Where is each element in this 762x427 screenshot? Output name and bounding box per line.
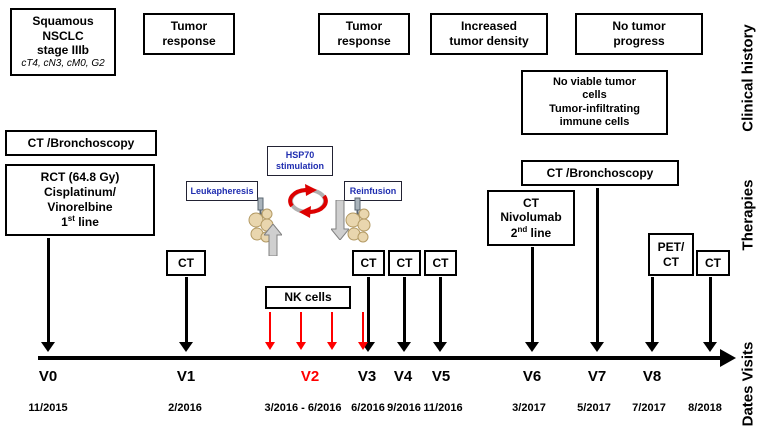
red-down-arrow-nk-1 [263, 312, 277, 350]
diagnosis-box: Squamous NSCLC stage IIIb cT4, cN3, cM0,… [10, 8, 116, 76]
tumor-response-box-2: Tumor response [318, 13, 410, 55]
gray-up-arrow-icon [264, 224, 282, 256]
box-line: CT [178, 255, 194, 270]
box-line: response [337, 34, 391, 48]
date-label: 11/2016 [423, 402, 463, 414]
red-down-arrow-nk-4 [356, 312, 370, 350]
box-line: HSP70 [285, 150, 315, 161]
down-arrow-final-ct [703, 277, 717, 352]
box-line: Tumor [170, 19, 208, 34]
diagnosis-line: stage IIIb [36, 43, 89, 58]
box-line: CT /Bronchoscopy [546, 165, 654, 180]
date-label: 5/2017 [577, 402, 611, 414]
down-arrow-v8 [645, 277, 659, 352]
visit-label-v0: V0 [38, 368, 58, 385]
ct-bronchoscopy-box-right: CT /Bronchoscopy [521, 160, 679, 186]
date-label: 3/2016 - 6/2016 [264, 402, 342, 414]
down-arrow-v1 [179, 277, 193, 352]
box-line: Reinfusion [349, 185, 397, 196]
box-line: RCT (64.8 Gy) [40, 170, 120, 185]
down-arrow-v5 [433, 277, 447, 352]
section-label-clinical-history: Clinical history [739, 24, 757, 132]
box-line: Leukapheresis [190, 185, 254, 196]
tumor-response-box-1: Tumor response [143, 13, 235, 55]
red-down-arrow-nk-2 [294, 312, 308, 350]
red-down-arrow-nk-3 [325, 312, 339, 350]
date-label: 6/2016 [351, 402, 385, 414]
box-line: Tumor [345, 19, 383, 34]
box-line: CT /Bronchoscopy [27, 135, 135, 150]
gray-down-arrow-icon [331, 200, 349, 240]
rct-chemo-box: RCT (64.8 Gy) Cisplatinum/ Vinorelbine 1… [5, 164, 155, 236]
box-line: stimulation [275, 161, 324, 171]
visit-label-v3: V3 [357, 368, 377, 385]
box-line: Nivolumab [500, 210, 562, 225]
down-arrow-v0 [41, 238, 55, 352]
visit-label-v2: V2 [300, 368, 320, 385]
box-line: Tumor-infiltrating [549, 102, 640, 115]
box-line: Vinorelbine [47, 199, 113, 214]
reinfusion-box: Reinfusion [344, 181, 402, 201]
ct-box-v4: CT [388, 250, 421, 276]
date-label: 11/2015 [28, 402, 68, 414]
diagnosis-line: NSCLC [42, 28, 84, 43]
date-label: 3/2017 [512, 402, 546, 414]
box-line: CT [705, 255, 721, 270]
date-label: 9/2016 [387, 402, 421, 414]
timeline-arrowhead-icon [720, 349, 736, 367]
box-line: immune cells [559, 115, 630, 128]
down-arrow-v7 [590, 188, 604, 352]
cycle-arrows-icon [288, 184, 328, 218]
down-arrow-v6 [525, 247, 539, 352]
hsp70-stimulation-box: HSP70 stimulation [267, 146, 333, 176]
box-line: response [162, 34, 216, 48]
box-line: progress [613, 34, 665, 48]
diagnosis-tnm: cT4, cN3, cM0, G2 [21, 57, 105, 69]
no-viable-tumor-box: No viable tumor cells Tumor-infiltrating… [521, 70, 668, 135]
ct-box-final: CT [696, 250, 730, 276]
ct-box-v3: CT [352, 250, 385, 276]
box-line: Increased [460, 19, 518, 34]
date-label: 7/2017 [632, 402, 666, 414]
box-line: No viable tumor [552, 75, 637, 88]
date-label: 2/2016 [168, 402, 202, 414]
down-arrow-v4 [397, 277, 411, 352]
no-tumor-progress-box: No tumor progress [575, 13, 703, 55]
box-line: cells [582, 89, 607, 102]
box-line: CT [360, 255, 377, 270]
visit-label-v6: V6 [522, 368, 542, 385]
visit-label-v7: V7 [587, 368, 607, 385]
ct-box-v5: CT [424, 250, 457, 276]
box-line: CT [432, 255, 449, 270]
box-line: PET/ [657, 239, 685, 254]
box-line: CT [663, 254, 679, 269]
section-label-dates-visits: Dates Visits [739, 341, 757, 427]
box-line: 2nd line [510, 224, 552, 240]
box-line: tumor density [449, 34, 529, 48]
reinfusion-cells-icon [345, 197, 371, 243]
diagnosis-line: Squamous [32, 13, 94, 28]
ct-bronchoscopy-box-left: CT /Bronchoscopy [5, 130, 157, 156]
box-line: Cisplatinum/ [43, 184, 116, 199]
box-line: 1st line [61, 214, 99, 230]
leukapheresis-box: Leukapheresis [186, 181, 258, 201]
ct-box-v1: CT [166, 250, 206, 276]
box-line: CT [396, 255, 413, 270]
section-label-therapies: Therapies [739, 179, 757, 251]
nivolumab-box: CT Nivolumab 2nd line [487, 190, 575, 246]
box-line: No tumor [612, 19, 666, 34]
nk-cells-box: NK cells [265, 286, 351, 309]
visit-label-v8: V8 [642, 368, 662, 385]
visit-label-v1: V1 [176, 368, 196, 385]
visit-label-v4: V4 [393, 368, 413, 385]
date-label: 8/2018 [688, 402, 722, 414]
timeline-axis [38, 356, 722, 360]
down-arrow-v3 [361, 277, 375, 352]
box-line: NK cells [284, 290, 332, 305]
pet-ct-box: PET/ CT [648, 233, 694, 276]
visit-label-v5: V5 [431, 368, 451, 385]
increased-density-box: Increased tumor density [430, 13, 548, 55]
box-line: CT [523, 195, 539, 210]
